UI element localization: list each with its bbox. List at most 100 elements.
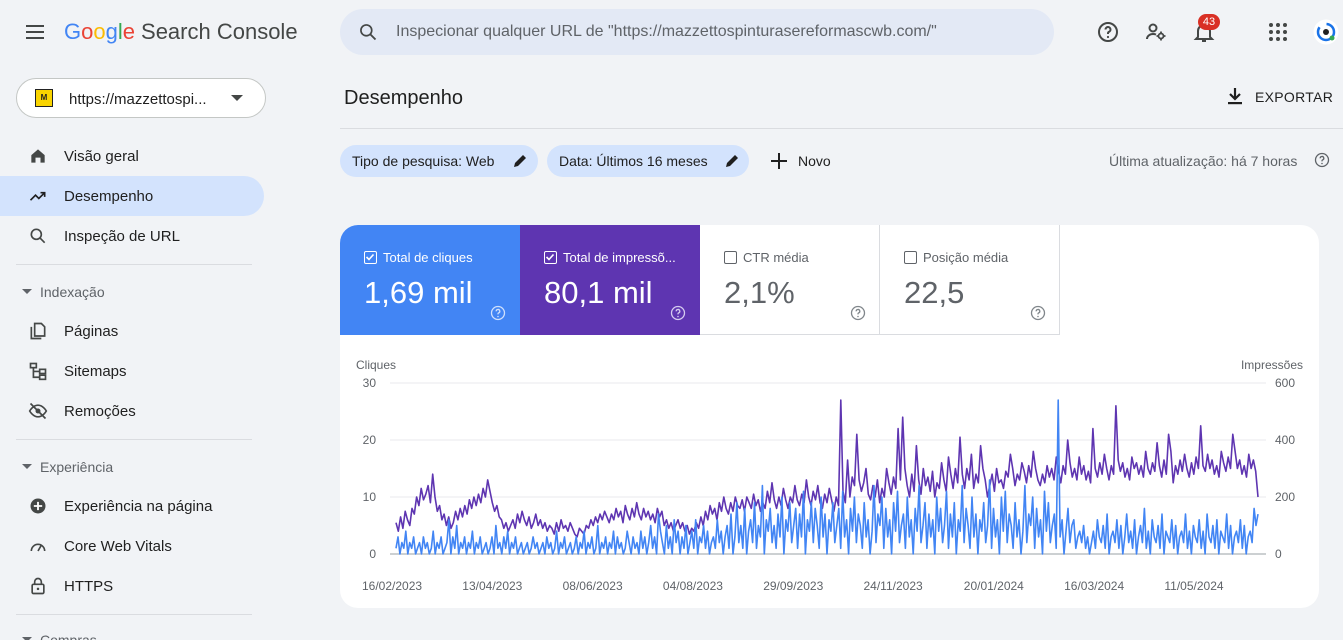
sidebar-item-label: HTTPS bbox=[64, 578, 114, 595]
caret-down-icon bbox=[22, 289, 32, 294]
sidebar-item-inspecao-url[interactable]: Inspeção de URL bbox=[0, 216, 264, 256]
add-filter-button[interactable]: Novo bbox=[766, 148, 838, 174]
edit-pencil-icon bbox=[726, 155, 738, 167]
help-icon[interactable] bbox=[490, 305, 506, 321]
caret-down-icon bbox=[22, 637, 32, 640]
sidebar-item-paginas[interactable]: Páginas bbox=[0, 311, 264, 351]
help-icon[interactable] bbox=[670, 305, 686, 321]
sidebar-item-label: Inspeção de URL bbox=[64, 228, 180, 245]
chip-label: Data: Últimos 16 meses bbox=[559, 153, 708, 169]
performance-chart[interactable]: Cliques Impressões 30 600 20 400 10 200 0 0 16/0… bbox=[340, 335, 1319, 608]
filter-chip-date[interactable]: Data: Últimos 16 meses bbox=[547, 145, 749, 177]
url-inspection-search[interactable] bbox=[340, 9, 1054, 55]
checkbox-unchecked[interactable] bbox=[904, 251, 917, 264]
sidebar-divider bbox=[16, 264, 252, 265]
add-circle-icon bbox=[30, 498, 46, 514]
metric-average-position[interactable]: Posição média 22,5 bbox=[880, 225, 1060, 335]
search-icon bbox=[360, 24, 377, 41]
left-axis-label: Cliques bbox=[356, 358, 396, 372]
last-update-text: Última atualização: há 7 horas bbox=[1109, 153, 1298, 169]
right-axis-label: Impressões bbox=[1241, 358, 1303, 372]
account-avatar[interactable] bbox=[1313, 19, 1339, 45]
sitemap-icon bbox=[29, 362, 47, 381]
help-icon[interactable] bbox=[1314, 152, 1330, 168]
page-title: Desempenho bbox=[344, 87, 463, 109]
speed-gauge-icon bbox=[30, 543, 46, 552]
sidebar-section-indexacao[interactable]: Indexação bbox=[0, 280, 264, 304]
filter-chip-search-type[interactable]: Tipo de pesquisa: Web bbox=[340, 145, 538, 177]
caret-down-icon bbox=[22, 464, 32, 469]
sidebar-item-experiencia-pagina[interactable]: Experiência na página bbox=[0, 486, 264, 526]
section-label: Experiência bbox=[40, 459, 114, 475]
checkbox-checked[interactable] bbox=[544, 251, 557, 264]
home-icon bbox=[31, 149, 45, 163]
metric-value: 22,5 bbox=[904, 275, 965, 310]
x-tick-label: 13/04/2023 bbox=[462, 579, 522, 593]
sidebar-item-sitemaps[interactable]: Sitemaps bbox=[0, 351, 264, 391]
metric-total-impressions[interactable]: Total de impressõ... 80,1 mil bbox=[520, 225, 700, 335]
metric-average-ctr[interactable]: CTR média 2,1% bbox=[700, 225, 880, 335]
sidebar-item-visao-geral[interactable]: Visão geral bbox=[0, 136, 264, 176]
chip-label: Tipo de pesquisa: Web bbox=[352, 153, 495, 169]
x-tick-label: 20/01/2024 bbox=[964, 579, 1024, 593]
performance-card: Total de cliques 1,69 mil Total de impre… bbox=[340, 225, 1319, 608]
search-console-logo[interactable]: Google Search Console bbox=[64, 19, 298, 44]
metric-total-clicks[interactable]: Total de cliques 1,69 mil bbox=[340, 225, 520, 335]
visibility-off-icon bbox=[28, 402, 48, 420]
sidebar-divider bbox=[16, 439, 252, 440]
chevron-down-icon bbox=[231, 95, 243, 101]
sidebar-section-compras[interactable]: Compras bbox=[0, 628, 264, 640]
lock-icon bbox=[31, 577, 45, 595]
export-button[interactable]: EXPORTAR bbox=[1222, 84, 1334, 110]
x-tick-label: 16/03/2024 bbox=[1064, 579, 1124, 593]
notifications-badge: 43 bbox=[1198, 14, 1220, 30]
trending-up-icon bbox=[29, 191, 46, 201]
help-icon[interactable] bbox=[1096, 20, 1120, 44]
url-inspection-input[interactable] bbox=[396, 21, 1036, 43]
x-tick-label: 24/11/2023 bbox=[864, 579, 923, 593]
x-tick-label: 16/02/2023 bbox=[362, 579, 422, 593]
sidebar-item-label: Core Web Vitals bbox=[64, 538, 172, 555]
checkbox-checked[interactable] bbox=[364, 251, 377, 264]
right-tick-label: 0 bbox=[1275, 547, 1282, 561]
property-logo: M bbox=[35, 89, 53, 107]
metric-label: Total de impressõ... bbox=[563, 250, 676, 265]
sidebar-section-experiencia[interactable]: Experiência bbox=[0, 455, 264, 479]
edit-pencil-icon bbox=[514, 155, 526, 167]
section-label: Compras bbox=[40, 632, 97, 640]
sidebar-divider bbox=[16, 614, 252, 615]
apps-grid-icon[interactable] bbox=[1266, 20, 1290, 44]
sidebar-item-desempenho[interactable]: Desempenho bbox=[0, 176, 264, 216]
menu-icon[interactable] bbox=[22, 20, 50, 44]
plus-icon bbox=[771, 153, 787, 169]
x-tick-label: 11/05/2024 bbox=[1164, 579, 1223, 593]
metric-value: 1,69 mil bbox=[364, 275, 473, 310]
download-icon bbox=[1228, 88, 1242, 105]
manage-users-icon[interactable] bbox=[1144, 20, 1168, 44]
search-icon bbox=[30, 228, 46, 244]
sidebar-item-remocoes[interactable]: Remoções bbox=[0, 391, 264, 431]
metric-value: 80,1 mil bbox=[544, 275, 653, 310]
metric-label: CTR média bbox=[743, 250, 809, 265]
sidebar-item-core-web-vitals[interactable]: Core Web Vitals bbox=[0, 526, 264, 566]
series-line-clicks bbox=[395, 399, 1259, 555]
metric-label: Posição média bbox=[923, 250, 1009, 265]
metric-value: 2,1% bbox=[724, 275, 795, 310]
help-icon[interactable] bbox=[850, 305, 866, 321]
series-line-impressions bbox=[395, 399, 1259, 538]
sidebar-item-label: Desempenho bbox=[64, 188, 154, 205]
help-icon[interactable] bbox=[1030, 305, 1046, 321]
metric-label: Total de cliques bbox=[383, 250, 473, 265]
left-tick-label: 30 bbox=[363, 376, 377, 390]
x-tick-label: 08/06/2023 bbox=[563, 579, 623, 593]
right-tick-label: 600 bbox=[1275, 376, 1295, 390]
checkbox-unchecked[interactable] bbox=[724, 251, 737, 264]
sidebar-item-https[interactable]: HTTPS bbox=[0, 566, 264, 606]
sidebar-item-label: Visão geral bbox=[64, 148, 139, 165]
x-tick-label: 29/09/2023 bbox=[763, 579, 823, 593]
property-selector[interactable]: M https://mazzettospi... bbox=[16, 78, 266, 118]
export-label: EXPORTAR bbox=[1255, 89, 1334, 105]
property-url: https://mazzettospi... bbox=[69, 91, 207, 108]
left-tick-label: 10 bbox=[363, 490, 377, 504]
add-filter-label: Novo bbox=[798, 153, 831, 169]
